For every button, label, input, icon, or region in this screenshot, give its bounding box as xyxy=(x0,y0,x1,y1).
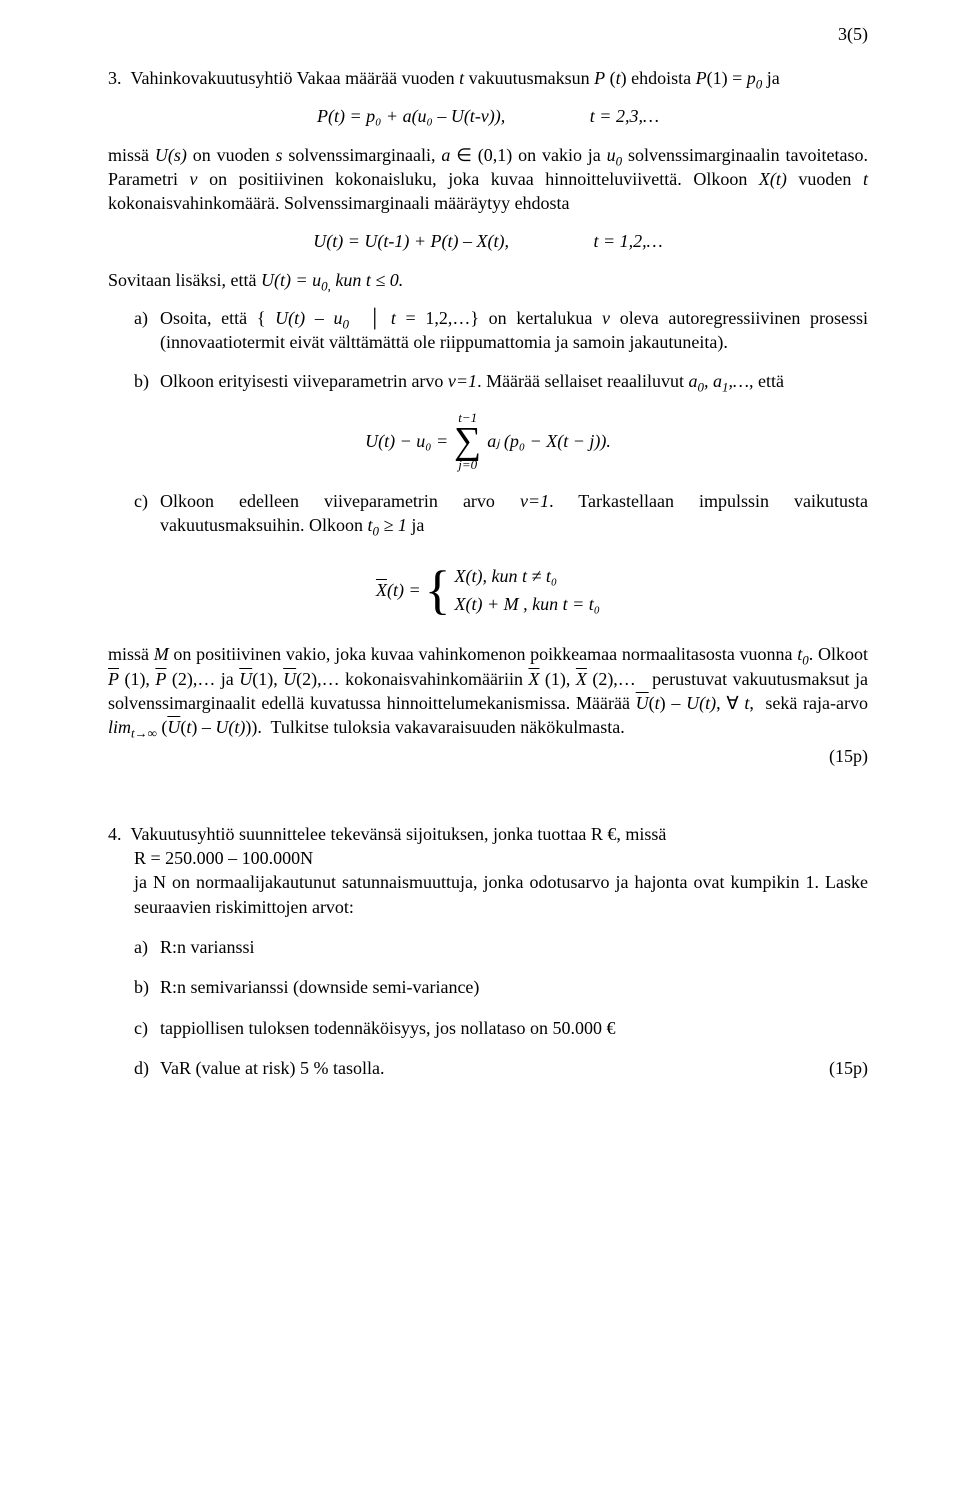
case-1: X(t), kun t ≠ t₀ xyxy=(455,562,601,590)
sigma-icon: t−1 ∑ j=0 xyxy=(454,411,481,471)
q3-para-2: Sovitaan lisäksi, että U(t) = u0, kun t … xyxy=(108,268,868,292)
q3-eq1-rhs: t = 2,3,… xyxy=(590,104,659,128)
q3-item-c: c) Olkoon edelleen viiveparametrin arvo … xyxy=(134,489,868,538)
q3-a-body: Osoita, että { U(t) – u0 │ t = 1,2,…} on… xyxy=(160,306,868,355)
q4-item-b: b) R:n semivarianssi (downside semi-vari… xyxy=(134,975,868,999)
sum-left: U(t) − u₀ = xyxy=(365,429,448,453)
q3-piecewise: X(t) = { X(t), kun t ≠ t₀ X(t) + M , kun… xyxy=(108,562,868,619)
sum-right: aⱼ (p₀ − X(t − j)). xyxy=(487,429,611,453)
q3-item-b: b) Olkoon erityisesti viiveparametrin ar… xyxy=(134,369,868,393)
q4-subitems: a) R:n varianssi b) R:n semivarianssi (d… xyxy=(134,935,868,1080)
q4-intro-b: ja N on normaalijakautunut satunnaismuut… xyxy=(134,870,868,919)
q3-c-body: Olkoon edelleen viiveparametrin arvo v=1… xyxy=(160,489,868,538)
q3-eq2-lhs: U(t) = U(t-1) + P(t) – X(t), xyxy=(313,229,509,253)
q3-c-label: c) xyxy=(134,489,160,538)
q3-eq1-lhs: P(t) = p₀ + a(u₀ – U(t-v)), xyxy=(317,104,505,128)
q4-intro-a: 4. Vakuutusyhtiö suunnittelee tekevänsä … xyxy=(108,822,868,846)
q4-item-a: a) R:n varianssi xyxy=(134,935,868,959)
q3-equation-2: U(t) = U(t-1) + P(t) – X(t), t = 1,2,… xyxy=(108,229,868,253)
question-3: 3. Vahinkovakuutusyhtiö Vakaa määrää vuo… xyxy=(108,66,868,768)
q3-points: (15p) xyxy=(108,744,868,768)
page-number: 3(5) xyxy=(838,22,868,46)
q3-a-label: a) xyxy=(134,306,160,355)
piecewise-cases: X(t), kun t ≠ t₀ X(t) + M , kun t = t₀ xyxy=(455,562,601,619)
q4-points: (15p) xyxy=(829,1056,868,1080)
q3-equation-1: P(t) = p₀ + a(u₀ – U(t-v)), t = 2,3,… xyxy=(108,104,868,128)
q4-item-c: c) tappiollisen tuloksen todennäköisyys,… xyxy=(134,1016,868,1040)
brace-icon: { xyxy=(425,566,451,615)
q3-eq2-rhs: t = 1,2,… xyxy=(594,229,663,253)
q4-eq: R = 250.000 – 100.000N xyxy=(134,846,868,870)
page: 3(5) 3. Vahinkovakuutusyhtiö Vakaa määrä… xyxy=(0,0,960,1493)
q3-sum-equation: U(t) − u₀ = t−1 ∑ j=0 aⱼ (p₀ − X(t − j))… xyxy=(108,411,868,471)
q3-para-1: missä U(s) on vuoden s solvenssimarginaa… xyxy=(108,143,868,216)
q4-item-d: d) VaR (value at risk) 5 % tasolla. (15p… xyxy=(134,1056,868,1080)
q3-b-label: b) xyxy=(134,369,160,393)
q3-para-3: missä M on positiivinen vakio, joka kuva… xyxy=(108,642,868,739)
q3-subitems-2: c) Olkoon edelleen viiveparametrin arvo … xyxy=(134,489,868,538)
case-2: X(t) + M , kun t = t₀ xyxy=(455,590,601,618)
q3-intro: 3. Vahinkovakuutusyhtiö Vakaa määrää vuo… xyxy=(108,66,868,90)
q3-item-a: a) Osoita, että { U(t) – u0 │ t = 1,2,…}… xyxy=(134,306,868,355)
q3-subitems: a) Osoita, että { U(t) – u0 │ t = 1,2,…}… xyxy=(134,306,868,393)
question-4: 4. Vakuutusyhtiö suunnittelee tekevänsä … xyxy=(108,822,868,1080)
q3-b-body: Olkoon erityisesti viiveparametrin arvo … xyxy=(160,369,868,393)
